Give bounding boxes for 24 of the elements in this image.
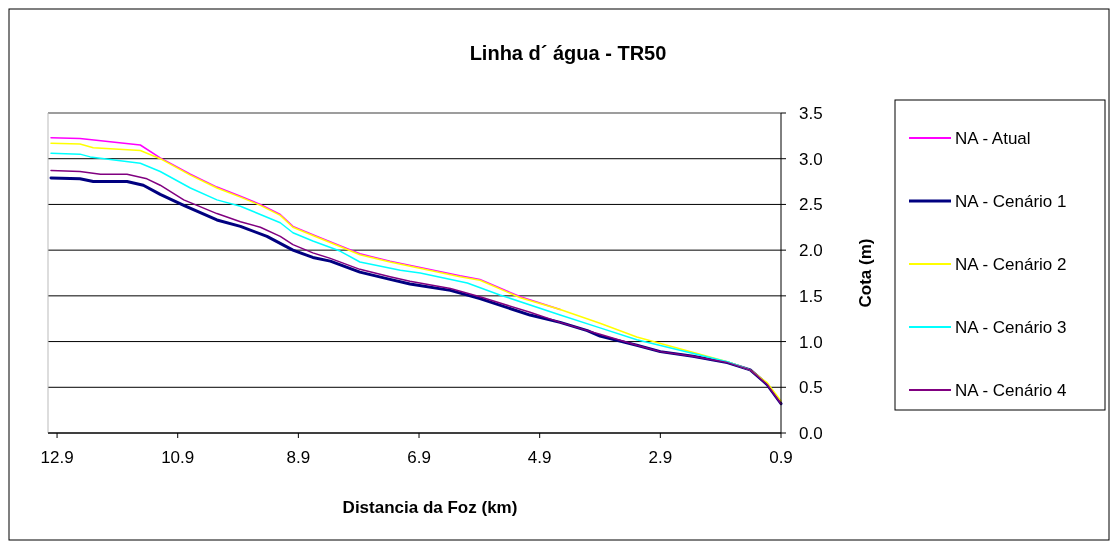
x-tick-label: 8.9 — [286, 448, 311, 467]
y-tick-label: 2.5 — [799, 195, 823, 215]
y-tick-label: 2.0 — [799, 241, 823, 261]
x-tick-label: 6.9 — [407, 448, 431, 467]
x-tick-label: 2.9 — [648, 448, 673, 467]
y-tick-label: 1.5 — [799, 286, 823, 306]
legend-label: NA - Atual — [955, 129, 1031, 148]
line-series — [50, 152, 751, 371]
legend-label: NA - Cenário 1 — [955, 192, 1067, 211]
y-tick-label: 0.5 — [799, 378, 823, 398]
legend-label: NA - Cenário 3 — [955, 318, 1067, 337]
y-tick-label: 1.0 — [799, 332, 823, 352]
legend-label: NA - Cenário 2 — [955, 255, 1067, 274]
x-tick-label: 12.9 — [40, 448, 74, 467]
y-tick-label: 0.0 — [799, 424, 823, 443]
y-tick-label: 3.0 — [799, 149, 823, 169]
x-tick-label: 4.9 — [527, 448, 552, 467]
x-tick-label: 0.9 — [769, 448, 793, 467]
y-axis-title: Cota (m) — [856, 238, 875, 308]
legend-label: NA - Cenário 4 — [955, 381, 1067, 400]
x-tick-label: 10.9 — [161, 448, 195, 467]
chart-title: Linha d´ água - TR50 — [469, 42, 667, 64]
y-tick-label: 3.5 — [799, 104, 823, 123]
x-axis-title: Distancia da Foz (km) — [342, 498, 518, 517]
